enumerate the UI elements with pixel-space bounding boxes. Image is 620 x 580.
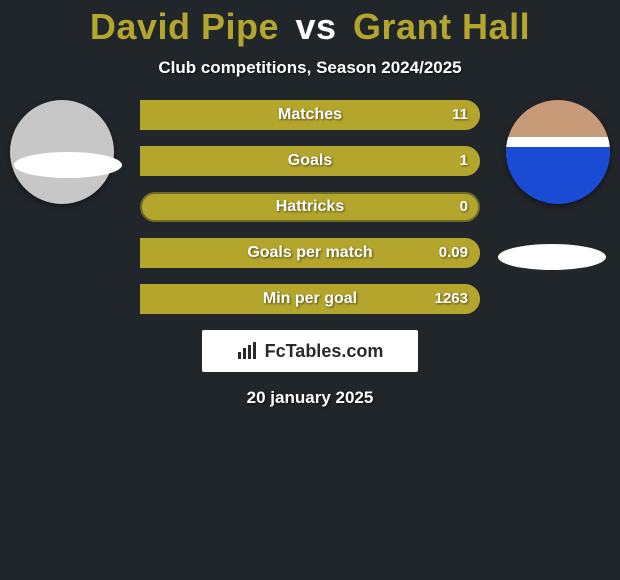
brand-text: FcTables.com	[265, 341, 384, 362]
stat-row: Goals per match0.09	[140, 238, 480, 268]
stat-bar-fill-b	[140, 146, 480, 176]
stat-value-b: 11	[452, 100, 468, 130]
stat-row: Goals1	[140, 146, 480, 176]
comparison-arena: Matches11 Goals1 Hattricks0 Goals per match…	[0, 100, 620, 408]
player-b-avatar	[506, 100, 610, 204]
date-label: 20 january 2025	[0, 388, 620, 408]
stat-row: Min per goal1263	[140, 284, 480, 314]
player-a-shadow	[14, 152, 122, 178]
avatar-shirt	[506, 137, 610, 204]
stat-value-b: 1	[460, 146, 468, 176]
player-b-shadow	[498, 244, 606, 270]
stat-value-b: 1263	[435, 284, 468, 314]
stat-value-b: 0.09	[439, 238, 468, 268]
player-a-name: David Pipe	[90, 6, 279, 47]
stat-bar-bg	[140, 192, 480, 222]
stat-row: Matches11	[140, 100, 480, 130]
title-vs: vs	[295, 6, 336, 47]
subtitle: Club competitions, Season 2024/2025	[0, 58, 620, 78]
stat-bar-fill-b	[140, 238, 480, 268]
player-b-name: Grant Hall	[353, 6, 530, 47]
stat-value-b: 0	[460, 192, 468, 222]
stat-bar-fill-b	[140, 284, 480, 314]
stat-bars: Matches11 Goals1 Hattricks0 Goals per match…	[140, 100, 480, 314]
stat-bar-fill-b	[140, 100, 480, 130]
barchart-icon	[237, 342, 259, 360]
stat-row: Hattricks0	[140, 192, 480, 222]
brand-box[interactable]: FcTables.com	[202, 330, 418, 372]
page-title: David Pipe vs Grant Hall	[0, 6, 620, 48]
